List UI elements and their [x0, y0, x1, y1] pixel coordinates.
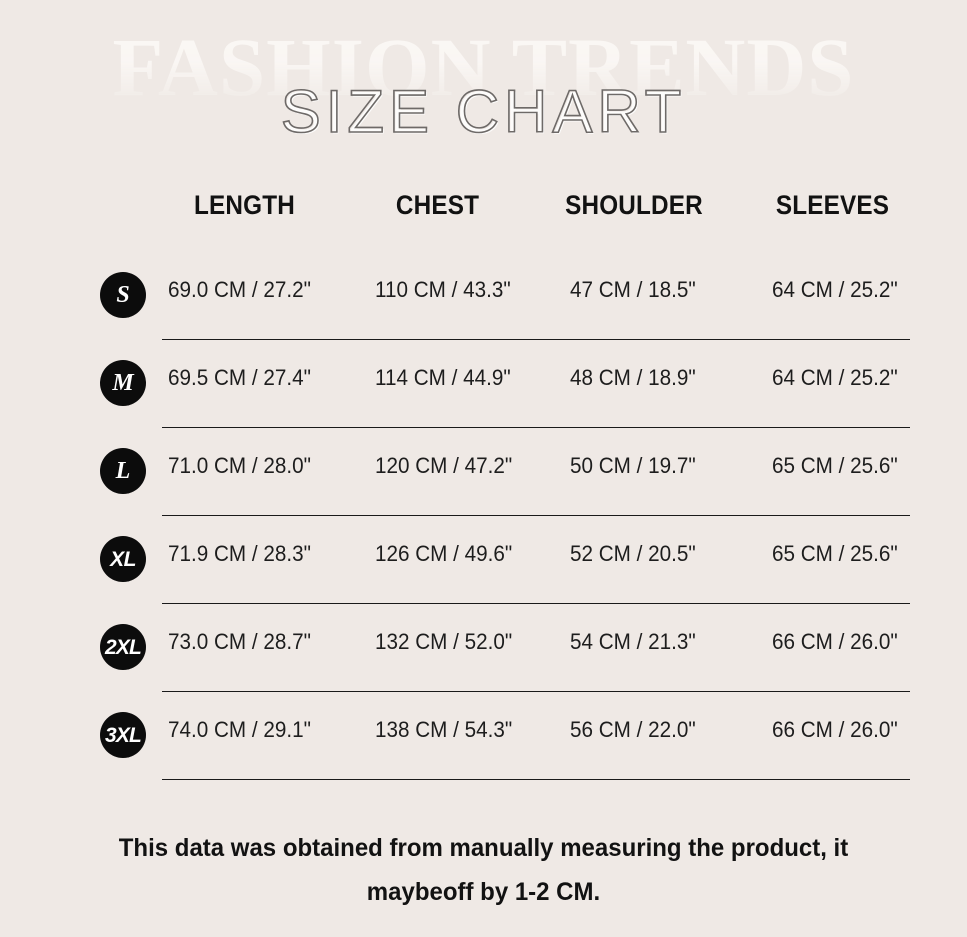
table-row: L 71.0 CM / 28.0" 120 CM / 47.2" 50 CM /…: [0, 428, 967, 516]
cell-shoulder: 50 CM / 19.7": [570, 453, 696, 478]
cell-length: 71.0 CM / 28.0": [168, 453, 311, 478]
table-row: XL 71.9 CM / 28.3" 126 CM / 49.6" 52 CM …: [0, 516, 967, 604]
background-wordmark: FASHION TRENDS: [112, 21, 855, 113]
cell-chest: 126 CM / 49.6": [375, 541, 513, 566]
column-header-shoulder: SHOULDER: [565, 190, 703, 220]
cell-sleeves: 64 CM / 25.2": [772, 365, 898, 390]
cell-sleeves: 65 CM / 25.6": [772, 453, 898, 478]
cell-sleeves: 66 CM / 26.0": [772, 717, 898, 742]
size-table: LENGTH CHEST SHOULDER SLEEVES S 69.0 CM …: [0, 190, 967, 780]
size-badge-xl: XL: [100, 536, 146, 582]
page-title: SIZE CHART: [280, 78, 687, 145]
cell-length: 69.5 CM / 27.4": [168, 365, 311, 390]
cell-shoulder: 48 CM / 18.9": [570, 365, 696, 390]
table-body: S 69.0 CM / 27.2" 110 CM / 43.3" 47 CM /…: [0, 252, 967, 780]
cell-chest: 120 CM / 47.2": [375, 453, 513, 478]
column-header-chest: CHEST: [395, 190, 480, 220]
size-badge-3xl: 3XL: [100, 712, 146, 758]
row-divider: [162, 427, 910, 428]
cell-chest: 138 CM / 54.3": [375, 717, 513, 742]
table-header-row: LENGTH CHEST SHOULDER SLEEVES: [0, 190, 967, 246]
column-header-length: LENGTH: [194, 190, 295, 220]
size-badge-2xl: 2XL: [100, 624, 146, 670]
cell-sleeves: 64 CM / 25.2": [772, 277, 898, 302]
cell-length: 69.0 CM / 27.2": [168, 277, 311, 302]
row-divider: [162, 339, 910, 340]
cell-shoulder: 56 CM / 22.0": [570, 717, 696, 742]
title-area: FASHION TRENDS SIZE CHART: [0, 0, 967, 170]
cell-shoulder: 52 CM / 20.5": [570, 541, 696, 566]
row-divider: [162, 515, 910, 516]
size-badge-s: S: [100, 272, 146, 318]
cell-length: 74.0 CM / 29.1": [168, 717, 311, 742]
cell-shoulder: 47 CM / 18.5": [570, 277, 696, 302]
row-divider: [162, 691, 910, 692]
size-badge-m: M: [100, 360, 146, 406]
cell-chest: 132 CM / 52.0": [375, 629, 513, 654]
cell-length: 73.0 CM / 28.7": [168, 629, 311, 654]
cell-sleeves: 66 CM / 26.0": [772, 629, 898, 654]
cell-shoulder: 54 CM / 21.3": [570, 629, 696, 654]
table-row: M 69.5 CM / 27.4" 114 CM / 44.9" 48 CM /…: [0, 340, 967, 428]
cell-length: 71.9 CM / 28.3": [168, 541, 311, 566]
row-divider: [162, 603, 910, 604]
table-row: 3XL 74.0 CM / 29.1" 138 CM / 54.3" 56 CM…: [0, 692, 967, 780]
table-row: 2XL 73.0 CM / 28.7" 132 CM / 52.0" 54 CM…: [0, 604, 967, 692]
size-badge-l: L: [100, 448, 146, 494]
cell-chest: 114 CM / 44.9": [375, 365, 511, 390]
table-row: S 69.0 CM / 27.2" 110 CM / 43.3" 47 CM /…: [0, 252, 967, 340]
cell-chest: 110 CM / 43.3": [375, 277, 511, 302]
cell-sleeves: 65 CM / 25.6": [772, 541, 898, 566]
measurement-disclaimer: This data was obtained from manually mea…: [118, 834, 849, 906]
column-header-sleeves: SLEEVES: [775, 190, 890, 220]
row-divider: [162, 779, 910, 780]
